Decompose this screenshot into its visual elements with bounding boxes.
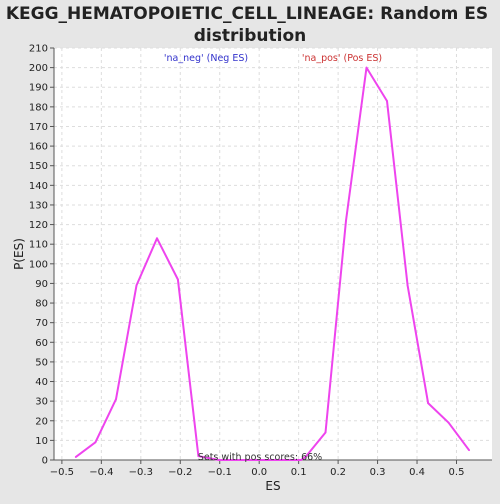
y-tick-label: 180	[29, 102, 48, 113]
data-point	[177, 278, 179, 281]
y-tick-label: 50	[35, 357, 48, 368]
data-point	[300, 459, 302, 461]
y-tick-label: 120	[29, 220, 48, 231]
y-tick-label: 0	[42, 456, 48, 467]
data-point	[156, 237, 158, 240]
x-tick-label: 0.1	[291, 467, 307, 478]
x-tick-label: 0.0	[251, 467, 267, 478]
x-tick-label: 0.4	[409, 467, 425, 478]
x-tick-label: 0.2	[330, 467, 346, 478]
data-point	[447, 421, 450, 424]
y-tick-label: 210	[29, 44, 48, 55]
y-tick-label: 70	[35, 318, 48, 329]
data-point	[115, 398, 117, 401]
data-point	[135, 284, 138, 287]
axes: 0 10 20 30 40 50 60 70 80 90 100 110 120 130 140 150 160…	[29, 44, 492, 478]
x-tick-label: −0.2	[168, 467, 192, 478]
y-tick-label: 90	[35, 279, 48, 290]
series-layer	[74, 66, 471, 461]
y-tick-label: 40	[35, 377, 48, 388]
x-tick-label: −0.4	[89, 467, 113, 478]
annotation-neg-es: 'na_neg' (Neg ES)	[164, 53, 248, 64]
y-tick-label: 110	[29, 240, 48, 251]
y-tick-label: 140	[29, 181, 48, 192]
chart-title-line-1: KEGG_HEMATOPOIETIC_CELL_LINEAGE: Random …	[6, 4, 488, 24]
annotation-pos-es: 'na_pos' (Pos ES)	[302, 53, 382, 64]
data-point	[218, 459, 220, 461]
annotation-pos-score-share: Sets with pos scores: 66%	[198, 452, 322, 463]
chart-title-line-2: distribution	[194, 26, 306, 46]
data-point	[238, 459, 241, 461]
x-tick-label: −0.3	[129, 467, 153, 478]
x-tick-label: −0.5	[50, 467, 74, 478]
y-tick-label: 10	[35, 436, 48, 447]
data-point	[386, 100, 388, 102]
data-point	[197, 455, 200, 457]
x-tick-label: −0.1	[208, 467, 232, 478]
data-point	[94, 441, 97, 444]
y-tick-label: 80	[35, 299, 48, 310]
data-point	[259, 459, 261, 461]
y-tick-label: 200	[29, 63, 48, 74]
y-tick-label: 190	[29, 83, 48, 94]
data-point	[74, 456, 77, 458]
data-point	[468, 449, 471, 452]
data-point	[427, 402, 429, 405]
data-point	[406, 284, 409, 287]
y-tick-label: 30	[35, 397, 48, 408]
data-point	[365, 66, 368, 69]
x-axis-label: ES	[265, 479, 280, 493]
y-tick-label: 20	[35, 416, 48, 427]
data-point	[324, 431, 327, 434]
y-tick-label: 150	[29, 161, 48, 172]
y-tick-label: 60	[35, 338, 48, 349]
y-tick-label: 160	[29, 142, 48, 153]
x-tick-label: 0.5	[449, 467, 465, 478]
x-tick-label: 0.3	[370, 467, 386, 478]
data-point	[304, 456, 307, 458]
data-point	[345, 219, 347, 222]
plot-area	[54, 48, 492, 460]
y-axis-label: P(ES)	[12, 238, 26, 270]
data-point	[279, 459, 282, 461]
y-tick-label: 100	[29, 259, 48, 270]
y-tick-label: 130	[29, 200, 48, 211]
y-tick-label: 170	[29, 122, 48, 133]
